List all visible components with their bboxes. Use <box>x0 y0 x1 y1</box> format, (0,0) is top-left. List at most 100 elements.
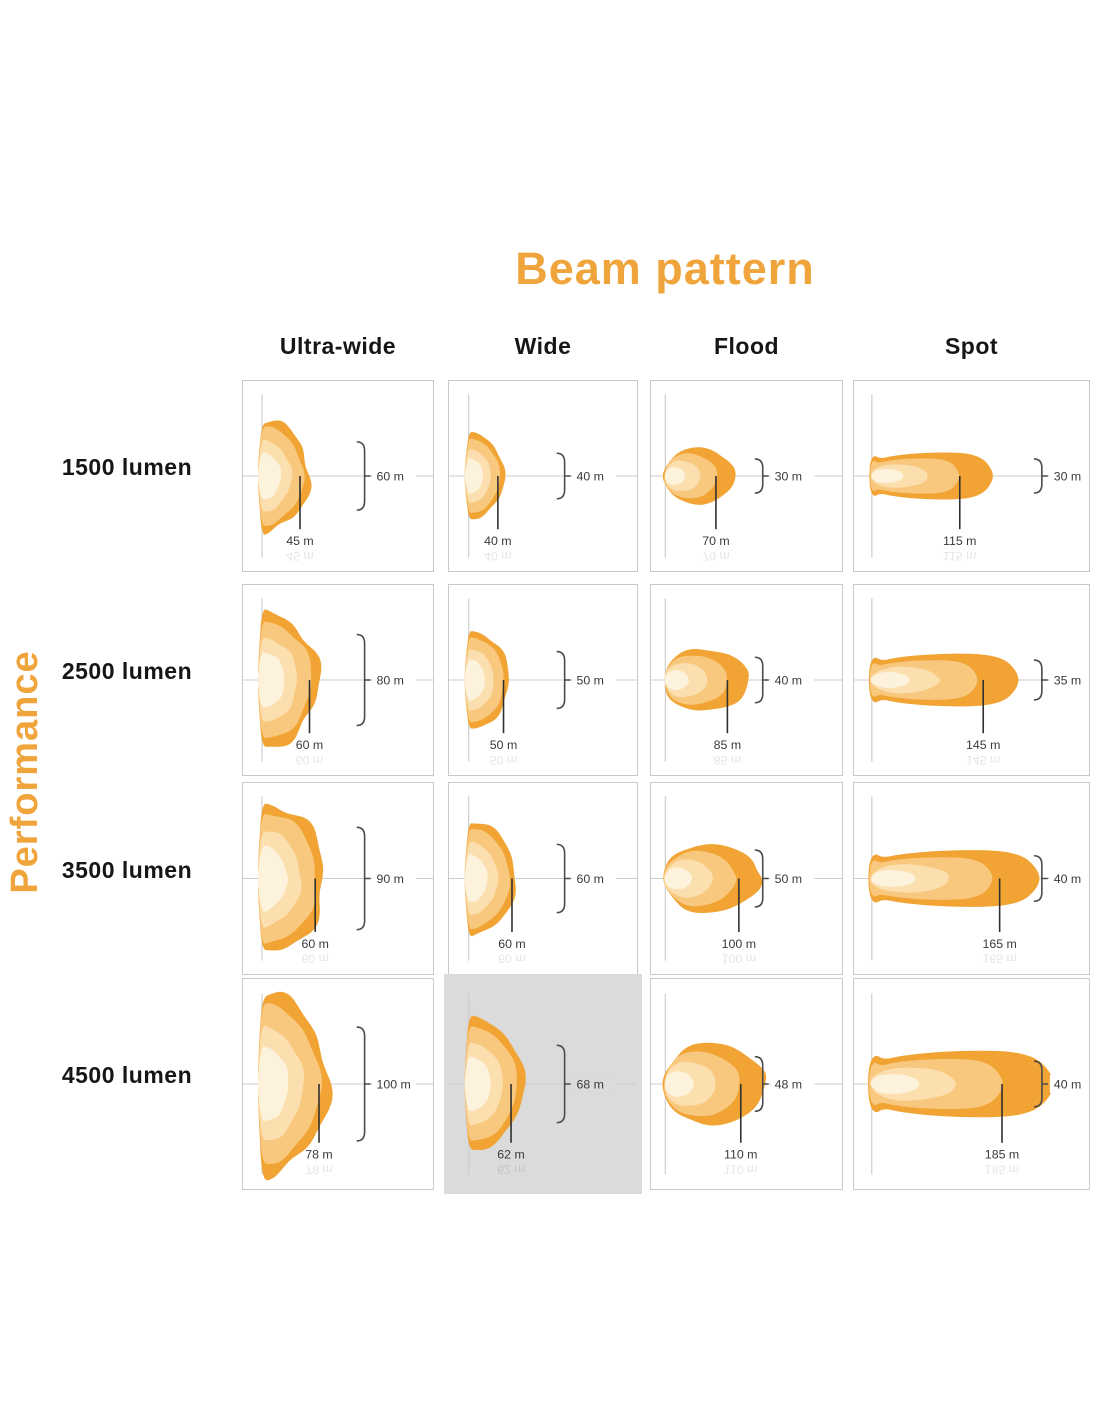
beam-cell-1500-lumen-flood: 30 m 70 m 70 m <box>650 380 843 572</box>
beam-shape <box>257 991 333 1181</box>
beam-cell-4500-lumen-spot: 40 m 185 m 185 m <box>853 978 1090 1190</box>
svg-text:50 m: 50 m <box>490 753 517 767</box>
beam-diagram: 60 m 45 m45 m <box>243 394 433 563</box>
svg-text:165 m: 165 m <box>982 952 1016 966</box>
beam-diagram: 80 m 60 m60 m <box>243 598 433 767</box>
beam-distance-label: 78 m <box>305 1148 332 1162</box>
beam-shape <box>869 452 993 500</box>
beam-width-label: 80 m <box>376 673 403 687</box>
row-label-4500-lumen: 4500 lumen <box>61 1061 193 1088</box>
svg-text:40 m: 40 m <box>484 549 511 563</box>
beam-cell-1500-lumen-wide: 40 m 40 m 40 m <box>448 380 638 572</box>
performance-axis-label: Performance <box>4 650 46 894</box>
beam-shape <box>464 1015 526 1151</box>
beam-width-bracket <box>754 849 769 908</box>
beam-shape <box>464 432 506 520</box>
beam-width-label: 40 m <box>576 469 603 483</box>
svg-text:45 m: 45 m <box>286 549 313 563</box>
beam-shape <box>662 1042 767 1126</box>
beam-distance-label: 85 m <box>714 738 741 752</box>
beam-cell-1500-lumen-spot: 30 m 115 m 115 m <box>853 380 1090 572</box>
beam-width-label: 68 m <box>576 1077 603 1091</box>
beam-shape <box>868 850 1040 907</box>
beam-cell-3500-lumen-ultra-wide: 90 m 60 m 60 m <box>242 782 434 975</box>
beam-diagram: 68 m 62 m62 m <box>449 993 637 1176</box>
beam-cell-4500-lumen-flood: 48 m 110 m 110 m <box>650 978 843 1190</box>
beam-distance-label: 60 m <box>296 738 323 752</box>
beam-distance-label: 115 m <box>943 534 976 548</box>
beam-diagram: 30 m 70 m70 m <box>651 394 842 563</box>
beam-distance-label: 185 m <box>985 1148 1019 1162</box>
beam-width-bracket <box>356 1026 371 1142</box>
beam-width-bracket <box>356 826 371 931</box>
beam-width-label: 48 m <box>775 1077 802 1091</box>
beam-width-bracket <box>1033 458 1048 494</box>
beam-cell-2500-lumen-ultra-wide: 80 m 60 m 60 m <box>242 584 434 776</box>
svg-text:110 m: 110 m <box>724 1163 757 1177</box>
beam-width-bracket <box>1033 854 1048 903</box>
beam-diagram: 60 m60 m60 m <box>449 796 637 966</box>
svg-text:85 m: 85 m <box>714 753 741 767</box>
svg-text:62 m: 62 m <box>497 1162 524 1176</box>
beam-width-label: 35 m <box>1054 673 1081 687</box>
beam-width-bracket <box>556 650 571 710</box>
beam-cell-2500-lumen-spot: 35 m 145 m 145 m <box>853 584 1090 776</box>
beam-width-label: 30 m <box>1054 469 1081 483</box>
beam-width-bracket <box>356 633 371 727</box>
svg-text:100 m: 100 m <box>722 952 756 966</box>
beam-distance-label: 70 m <box>702 534 729 548</box>
beam-cell-1500-lumen-ultra-wide: 60 m 45 m 45 m <box>242 380 434 572</box>
beam-diagram: 90 m 60 m60 m <box>243 796 433 966</box>
svg-text:60 m: 60 m <box>301 952 328 966</box>
beam-cell-2500-lumen-wide: 50 m 50 m 50 m <box>448 584 638 776</box>
row-label-1500-lumen: 1500 lumen <box>61 454 193 481</box>
beam-shape <box>868 653 1019 707</box>
beam-shape <box>664 648 749 711</box>
beam-distance-label: 40 m <box>484 534 511 548</box>
beam-shape <box>663 844 763 913</box>
svg-text:60 m: 60 m <box>296 753 323 767</box>
column-header-ultra-wide: Ultra-wide <box>279 333 397 359</box>
beam-distance-label: 50 m <box>490 738 517 752</box>
beam-shape <box>662 447 736 505</box>
beam-distance-label: 100 m <box>722 937 756 951</box>
beam-shape <box>868 1050 1054 1118</box>
beam-width-label: 50 m <box>775 872 802 886</box>
beam-width-bracket <box>754 458 769 494</box>
beam-distance-label: 62 m <box>497 1148 524 1162</box>
beam-width-bracket <box>1033 659 1048 701</box>
beam-distance-label: 165 m <box>982 937 1016 951</box>
beam-distance-label: 110 m <box>724 1148 757 1162</box>
beam-width-bracket <box>556 1044 571 1124</box>
svg-text:60 m: 60 m <box>498 952 525 966</box>
beam-cell-2500-lumen-flood: 40 m 85 m 85 m <box>650 584 843 776</box>
beam-width-bracket <box>754 656 769 704</box>
beam-width-bracket <box>556 452 571 500</box>
beam-width-label: 30 m <box>775 469 802 483</box>
svg-text:115 m: 115 m <box>943 549 976 563</box>
beam-width-label: 100 m <box>376 1077 410 1091</box>
beam-width-bracket <box>356 441 371 511</box>
beam-shape <box>257 420 312 535</box>
beam-distance-label: 60 m <box>301 937 328 951</box>
beam-diagram: 50 m50 m50 m <box>449 598 637 767</box>
beam-shape <box>464 823 516 937</box>
beam-cell-4500-lumen-wide: 68 m 62 m 62 m <box>444 974 642 1194</box>
beam-cell-3500-lumen-wide: 60 m 60 m 60 m <box>448 782 638 975</box>
beam-shape <box>257 609 322 747</box>
beam-diagram: 40 m 85 m85 m <box>651 598 842 767</box>
page-title: Beam pattern <box>515 243 815 294</box>
column-header-spot: Spot <box>944 333 999 359</box>
beam-shape <box>464 631 509 729</box>
row-label-2500-lumen: 2500 lumen <box>61 658 193 685</box>
beam-width-label: 60 m <box>576 872 603 886</box>
beam-width-label: 40 m <box>775 673 802 687</box>
beam-cell-3500-lumen-flood: 50 m 100 m 100 m <box>650 782 843 975</box>
beam-shape <box>257 803 324 951</box>
beam-distance-label: 60 m <box>498 937 525 951</box>
beam-distance-label: 45 m <box>286 534 313 548</box>
svg-text:185 m: 185 m <box>985 1163 1019 1177</box>
beam-width-bracket <box>1033 1060 1048 1108</box>
beam-width-bracket <box>754 1055 769 1113</box>
